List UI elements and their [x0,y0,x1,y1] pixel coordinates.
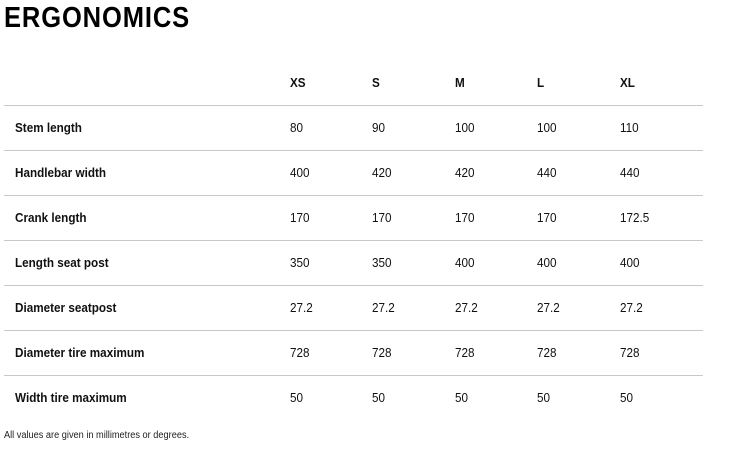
cell-value: 100 [537,120,557,135]
cell-value: 100 [455,120,475,135]
row-label: Handlebar width [15,165,107,180]
cell-value: 170 [372,210,392,225]
ergonomics-table: XS S M L XL Stem length 80 90 100 100 110 Hand… [4,61,703,420]
table-row: Width tire maximum 50 50 50 50 50 [4,376,703,420]
cell-value: 420 [455,165,475,180]
cell-value: 170 [455,210,475,225]
table-row: Stem length 80 90 100 100 110 [4,106,703,151]
cell-value: 170 [537,210,557,225]
cell-value: 728 [372,345,392,360]
cell-value: 440 [620,165,640,180]
cell-value: 400 [620,255,640,270]
cell-value: 27.2 [372,300,395,315]
cell-value: 420 [372,165,392,180]
cell-value: 80 [290,120,304,135]
cell-value: 27.2 [537,300,560,315]
cell-value: 350 [372,255,392,270]
row-label: Width tire maximum [15,390,127,405]
row-label: Stem length [15,120,82,135]
table-row: Crank length 170 170 170 170 172.5 [4,196,703,241]
row-label: Diameter tire maximum [15,345,145,360]
cell-value: 350 [290,255,310,270]
table-row: Diameter seatpost 27.2 27.2 27.2 27.2 27.2 [4,286,703,331]
column-header: XS [290,75,306,90]
row-label: Length seat post [15,255,109,270]
cell-value: 27.2 [290,300,313,315]
cell-value: 400 [455,255,475,270]
cell-value: 728 [537,345,557,360]
cell-value: 170 [290,210,310,225]
footnote: All values are given in millimetres or d… [4,430,190,441]
page-title: ERGONOMICS [4,2,191,34]
cell-value: 172.5 [620,210,650,225]
table-row: Handlebar width 400 420 420 440 440 [4,151,703,196]
cell-value: 728 [620,345,640,360]
column-header: L [537,75,545,90]
row-label: Crank length [15,210,87,225]
cell-value: 728 [455,345,475,360]
cell-value: 50 [455,390,469,405]
column-header: S [372,75,380,90]
column-header: XL [620,75,635,90]
table-header-row: XS S M L XL [4,61,703,106]
table-row: Length seat post 350 350 400 400 400 [4,241,703,286]
cell-value: 50 [290,390,304,405]
cell-value: 400 [290,165,310,180]
cell-value: 50 [620,390,634,405]
row-label: Diameter seatpost [15,300,117,315]
cell-value: 50 [372,390,386,405]
cell-value: 27.2 [455,300,478,315]
cell-value: 50 [537,390,551,405]
cell-value: 110 [620,120,639,135]
cell-value: 27.2 [620,300,643,315]
cell-value: 728 [290,345,310,360]
cell-value: 90 [372,120,386,135]
table-row: Diameter tire maximum 728 728 728 728 728 [4,331,703,376]
cell-value: 400 [537,255,557,270]
cell-value: 440 [537,165,557,180]
column-header: M [455,75,465,90]
